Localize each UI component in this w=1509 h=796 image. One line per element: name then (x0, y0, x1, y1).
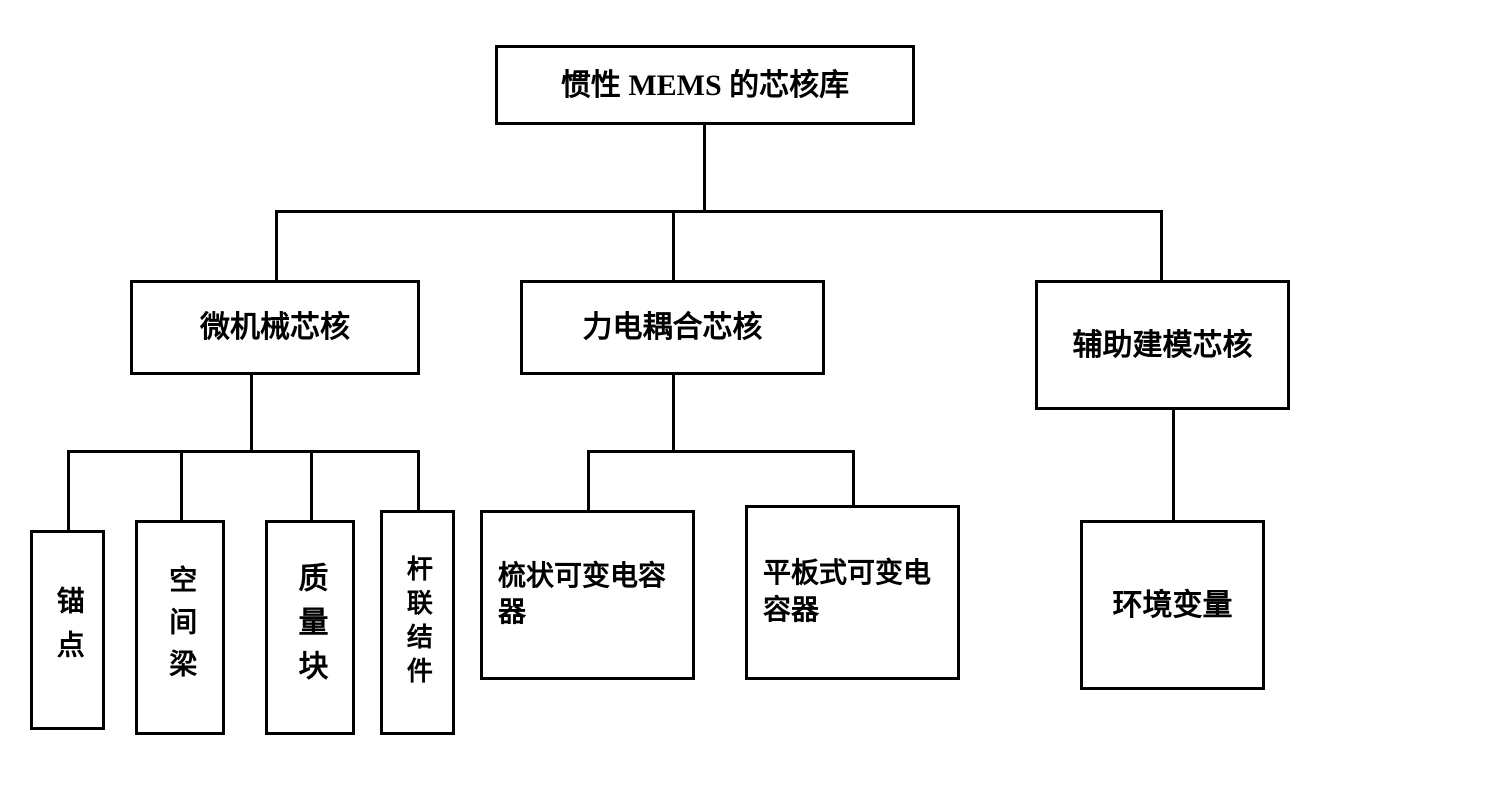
node-electromechanical-core: 力电耦合芯核 (520, 280, 825, 375)
node-space-beam: 空间梁 (135, 520, 225, 735)
node-plate-capacitor: 平板式可变电容器 (745, 505, 960, 680)
node-mass-block: 质量块 (265, 520, 355, 735)
l2-6-label: 平板式可变电容器 (763, 556, 942, 629)
connector-line (672, 210, 675, 280)
l2-7-label: 环境变量 (1113, 586, 1233, 625)
l1-1-label: 微机械芯核 (200, 308, 350, 347)
l1-2-label: 力电耦合芯核 (583, 308, 763, 347)
root-node: 惯性 MEMS 的芯核库 (495, 45, 915, 125)
node-anchor: 锚点 (30, 530, 105, 730)
l2-1-label: 锚点 (49, 586, 85, 674)
connector-line (852, 450, 855, 505)
l2-2-label: 空间梁 (162, 565, 198, 691)
connector-line (275, 210, 1163, 213)
connector-line (672, 375, 675, 450)
l1-3-label: 辅助建模芯核 (1073, 326, 1253, 365)
node-micromechanical-core: 微机械芯核 (130, 280, 420, 375)
node-comb-capacitor: 梳状可变电容器 (480, 510, 695, 680)
node-rod-joint: 杆联结件 (380, 510, 455, 735)
connector-line (703, 125, 706, 210)
node-aux-modeling-core: 辅助建模芯核 (1035, 280, 1290, 410)
l2-3-label: 质量块 (291, 562, 330, 694)
node-env-variable: 环境变量 (1080, 520, 1265, 690)
connector-line (250, 375, 253, 450)
connector-line (310, 450, 313, 520)
root-label: 惯性 MEMS 的芯核库 (561, 66, 849, 105)
connector-line (587, 450, 855, 453)
connector-line (67, 450, 420, 453)
l2-5-label: 梳状可变电容器 (498, 559, 677, 632)
connector-line (275, 210, 278, 280)
connector-line (1172, 410, 1175, 520)
l2-4-label: 杆联结件 (401, 555, 435, 691)
connector-line (180, 450, 183, 520)
connector-line (417, 450, 420, 510)
connector-line (1160, 210, 1163, 280)
connector-line (587, 450, 590, 510)
connector-line (67, 450, 70, 530)
